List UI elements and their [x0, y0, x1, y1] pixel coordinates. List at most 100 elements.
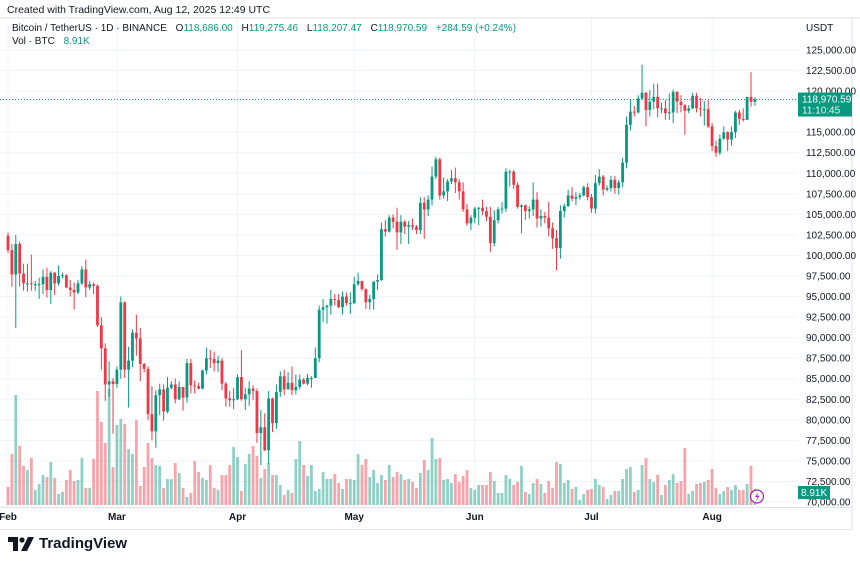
candle[interactable] — [177, 381, 181, 401]
candle[interactable] — [488, 206, 492, 253]
candle[interactable] — [652, 83, 656, 110]
candle[interactable] — [551, 222, 554, 249]
lightning-alert-icon[interactable] — [749, 489, 765, 504]
candle[interactable] — [243, 387, 247, 410]
candle[interactable] — [695, 92, 698, 113]
candle[interactable] — [185, 359, 189, 403]
candle[interactable] — [687, 105, 691, 114]
candle[interactable] — [123, 301, 127, 378]
candle[interactable] — [111, 377, 115, 434]
candle[interactable] — [255, 388, 259, 443]
candle[interactable] — [380, 222, 383, 281]
candle[interactable] — [119, 296, 123, 379]
candle[interactable] — [617, 179, 621, 195]
candle[interactable] — [37, 277, 41, 300]
candle[interactable] — [53, 271, 57, 295]
candle[interactable] — [593, 174, 597, 214]
candle[interactable] — [41, 269, 45, 295]
candle[interactable] — [457, 179, 461, 200]
candle[interactable] — [169, 381, 173, 390]
candle[interactable] — [477, 206, 481, 226]
candle[interactable] — [57, 265, 60, 286]
candle[interactable] — [313, 347, 317, 378]
candle[interactable] — [407, 220, 411, 244]
candle[interactable] — [453, 167, 457, 193]
candle[interactable] — [656, 83, 660, 118]
candle[interactable] — [531, 182, 535, 217]
candle[interactable] — [84, 259, 88, 298]
candle[interactable] — [236, 374, 239, 401]
candle[interactable] — [469, 215, 473, 230]
candle[interactable] — [578, 192, 582, 200]
candle[interactable] — [356, 272, 360, 286]
candle[interactable] — [26, 263, 29, 292]
candle[interactable] — [582, 185, 586, 197]
candle[interactable] — [247, 381, 251, 406]
candle[interactable] — [574, 192, 578, 206]
candle[interactable] — [566, 189, 570, 207]
candle[interactable] — [282, 369, 286, 396]
candle[interactable] — [286, 372, 290, 390]
candle[interactable] — [158, 383, 162, 415]
candle[interactable] — [259, 409, 263, 466]
candle[interactable] — [699, 97, 702, 117]
candle[interactable] — [523, 204, 527, 221]
candle[interactable] — [438, 157, 442, 200]
candle[interactable] — [290, 366, 294, 396]
candle[interactable] — [360, 280, 364, 291]
candle[interactable] — [426, 195, 430, 217]
candle[interactable] — [271, 397, 274, 433]
candle[interactable] — [636, 95, 640, 114]
candle[interactable] — [718, 134, 722, 156]
candle[interactable] — [753, 97, 757, 106]
candle[interactable] — [675, 91, 679, 114]
candle[interactable] — [508, 169, 512, 187]
candle[interactable] — [107, 361, 111, 397]
candle[interactable] — [745, 96, 749, 120]
candle[interactable] — [142, 363, 146, 373]
candle[interactable] — [730, 126, 733, 146]
candle[interactable] — [504, 168, 508, 212]
candle[interactable] — [485, 206, 488, 221]
candle[interactable] — [134, 314, 138, 356]
candle[interactable] — [710, 123, 714, 152]
candle[interactable] — [364, 288, 368, 309]
candle[interactable] — [201, 369, 204, 390]
candle[interactable] — [399, 215, 403, 244]
candle[interactable] — [403, 220, 407, 235]
candle[interactable] — [352, 276, 356, 304]
candle[interactable] — [329, 289, 333, 315]
candle[interactable] — [562, 203, 566, 218]
candle[interactable] — [61, 272, 64, 279]
candle[interactable] — [154, 390, 158, 448]
candle[interactable] — [500, 202, 504, 214]
candle[interactable] — [465, 203, 469, 226]
candle[interactable] — [22, 263, 25, 291]
candle[interactable] — [337, 294, 341, 309]
candle[interactable] — [644, 91, 648, 127]
candle[interactable] — [613, 175, 617, 194]
candle[interactable] — [555, 229, 558, 271]
candle[interactable] — [294, 374, 298, 395]
candle[interactable] — [418, 197, 422, 235]
candle[interactable] — [411, 218, 414, 230]
candle[interactable] — [208, 349, 212, 369]
candle[interactable] — [232, 387, 236, 410]
candle[interactable] — [103, 343, 107, 401]
candle[interactable] — [706, 100, 710, 129]
candle[interactable] — [586, 183, 590, 201]
candle[interactable] — [714, 140, 718, 157]
candle[interactable] — [298, 374, 302, 390]
candle[interactable] — [372, 280, 376, 310]
candle[interactable] — [10, 243, 14, 287]
candle[interactable] — [267, 391, 271, 465]
candle[interactable] — [49, 271, 53, 304]
candle[interactable] — [395, 207, 399, 250]
candle[interactable] — [625, 116, 628, 169]
candle[interactable] — [173, 378, 177, 404]
candle[interactable] — [516, 182, 519, 209]
candle[interactable] — [664, 100, 667, 120]
candle[interactable] — [422, 197, 426, 240]
candle[interactable] — [558, 205, 562, 259]
